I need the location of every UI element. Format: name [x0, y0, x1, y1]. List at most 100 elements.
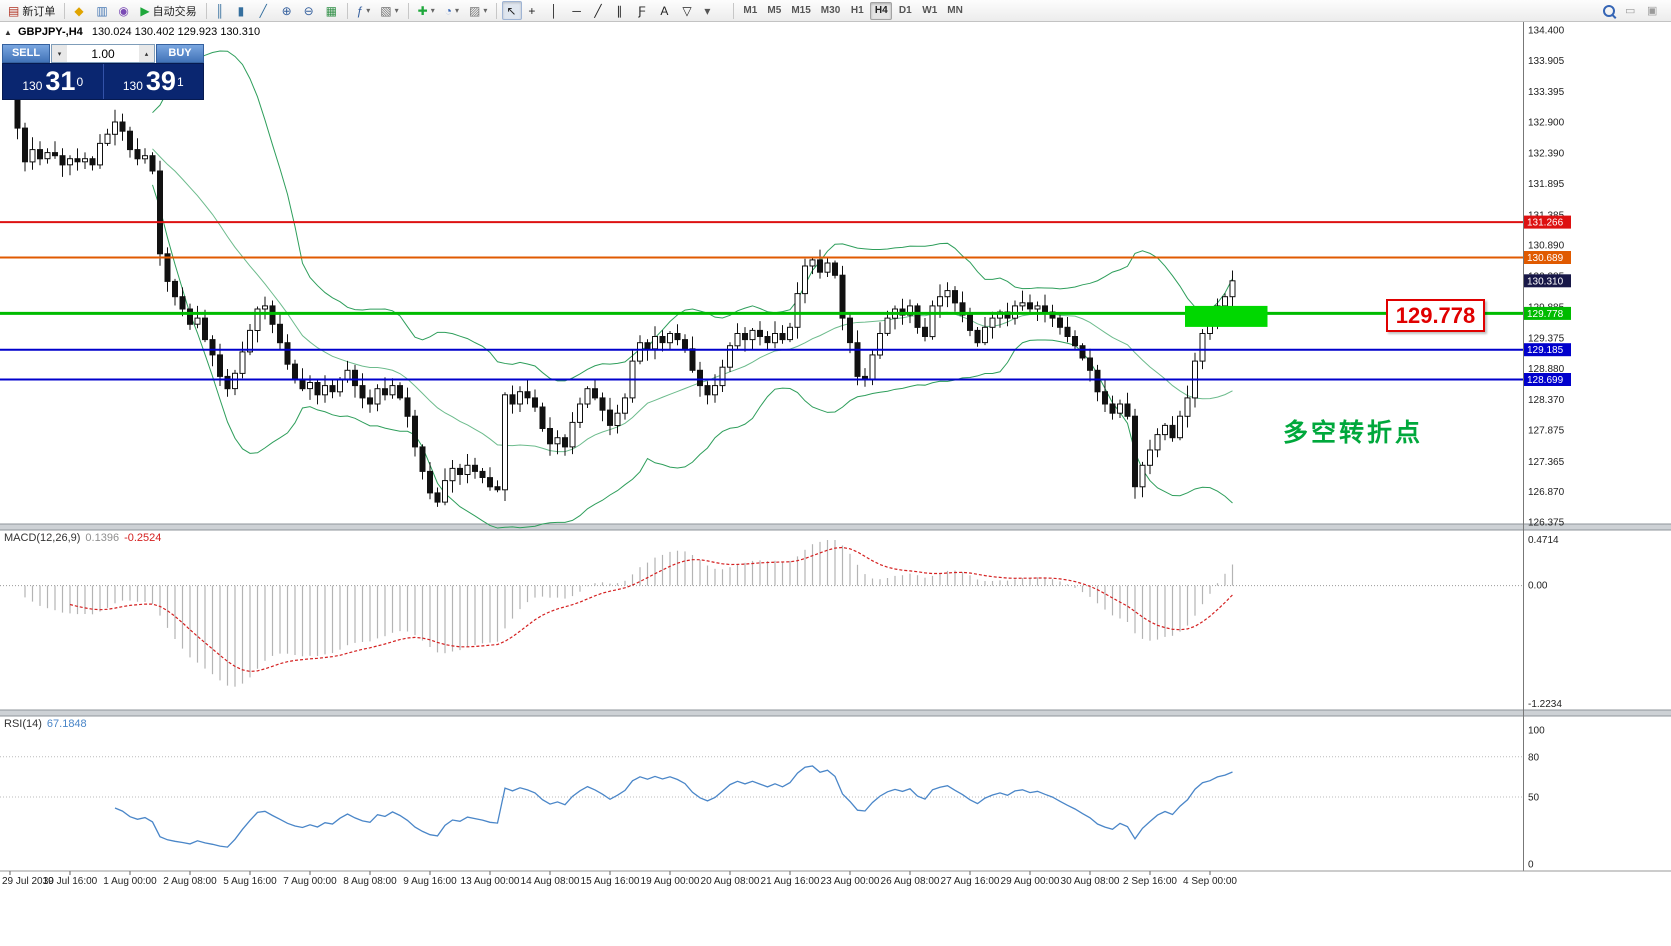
- macd-main-value: 0.1396: [85, 532, 120, 544]
- price-callout-label[interactable]: 129.778: [1386, 299, 1485, 332]
- autotrading-button[interactable]: ▶ 自动交易: [136, 1, 200, 20]
- zoom-in-button[interactable]: ⊕: [278, 1, 298, 20]
- timeframe-m30-button[interactable]: M30: [817, 2, 844, 20]
- turning-point-note[interactable]: 多空转折点: [1283, 419, 1424, 447]
- buy-button[interactable]: BUY: [156, 44, 204, 63]
- buy-price-display[interactable]: 130 39 1: [104, 64, 204, 99]
- new-order-button-label: 新订单: [22, 5, 56, 18]
- search-button[interactable]: [1599, 1, 1619, 20]
- sell-button[interactable]: SELL: [2, 44, 50, 63]
- dropdown-arrow-icon: ▾: [483, 6, 488, 15]
- volume-input[interactable]: [67, 45, 139, 62]
- text-icon: A: [660, 3, 669, 18]
- toolbar-separator: [407, 2, 409, 19]
- community-button[interactable]: ◉: [114, 1, 134, 20]
- sell-price-display[interactable]: 130 31 0: [3, 64, 103, 99]
- horizontal-line-button[interactable]: ─: [568, 1, 588, 20]
- svg-text:30 Jul 16:00: 30 Jul 16:00: [43, 876, 98, 887]
- arrows-button[interactable]: ▽: [678, 1, 698, 20]
- channel-button[interactable]: ∥: [612, 1, 632, 20]
- volume-decrease-button[interactable]: ▾: [52, 45, 67, 62]
- macd-indicator-label: MACD(12,26,9) 0.1396 -0.2524: [4, 532, 161, 544]
- chart-window-icon: ▥: [96, 3, 108, 18]
- vertical-line-button[interactable]: │: [546, 1, 566, 20]
- zoom-out-button[interactable]: ⊖: [300, 1, 320, 20]
- add-indicator-button[interactable]: ✚ ▾: [414, 1, 439, 20]
- one-click-collapse-icon[interactable]: ▲: [4, 28, 12, 37]
- svg-text:131.266: 131.266: [1527, 218, 1564, 229]
- macd-pane: 0.4714 0.00 -1.2234: [0, 535, 1562, 710]
- rsi-indicator-label: RSI(14) 67.1848: [4, 718, 87, 730]
- indicator-list-button[interactable]: ƒ ▾: [353, 1, 375, 20]
- candlestick-chart-button[interactable]: ▮: [234, 1, 254, 20]
- arrows-icon: ▽: [682, 3, 692, 18]
- svg-text:80: 80: [1528, 752, 1540, 763]
- shapes-dropdown-icon: ▾: [704, 3, 711, 18]
- timeframe-h1-button[interactable]: H1: [846, 2, 868, 20]
- svg-text:127.365: 127.365: [1528, 457, 1565, 468]
- svg-text:8 Aug 08:00: 8 Aug 08:00: [343, 876, 397, 887]
- tile-windows-button[interactable]: ▦: [322, 1, 342, 20]
- timeframe-d1-button[interactable]: D1: [894, 2, 916, 20]
- crosshair-button[interactable]: +: [524, 1, 544, 20]
- objects-list-button[interactable]: ▧ ▾: [376, 1, 402, 20]
- cursor-button[interactable]: ↖: [502, 1, 523, 20]
- timeframe-m1-button[interactable]: M1: [739, 2, 761, 20]
- new-order-button[interactable]: ▤ 新订单: [4, 1, 59, 20]
- window-minimize-icon: ▭: [1625, 5, 1636, 17]
- price-axis: 134.400 133.905 133.395 132.900 132.390 131.8…: [1523, 22, 1571, 871]
- svg-text:2 Sep 16:00: 2 Sep 16:00: [1123, 876, 1177, 887]
- svg-text:20 Aug 08:00: 20 Aug 08:00: [701, 876, 760, 887]
- svg-text:14 Aug 08:00: 14 Aug 08:00: [521, 876, 580, 887]
- bar-chart-button[interactable]: ║: [212, 1, 232, 20]
- dropdown-arrow-icon: ▾: [394, 6, 399, 15]
- svg-text:126.375: 126.375: [1528, 518, 1565, 529]
- svg-text:128.880: 128.880: [1528, 364, 1565, 375]
- rsi-value: 67.1848: [46, 718, 87, 730]
- macd-name: MACD(12,26,9): [4, 532, 81, 544]
- timeframe-m15-button[interactable]: M15: [787, 2, 814, 20]
- buy-price-pip: 1: [176, 74, 184, 89]
- toolbar-separator: [733, 2, 735, 19]
- fibonacci-button[interactable]: Ƒ: [634, 1, 654, 20]
- svg-text:19 Aug 00:00: 19 Aug 00:00: [641, 876, 700, 887]
- mql5-market-button[interactable]: ◆: [70, 1, 90, 20]
- dropdown-arrow-icon: ▾: [366, 6, 371, 15]
- text-button[interactable]: A: [656, 1, 676, 20]
- chart-window-button[interactable]: ▥: [92, 1, 112, 20]
- horizontal-level-lines[interactable]: [0, 221, 1523, 381]
- timeframe-w1-button[interactable]: W1: [918, 2, 941, 20]
- svg-text:50: 50: [1528, 793, 1540, 804]
- svg-text:132.900: 132.900: [1528, 118, 1565, 129]
- objects-list-icon: ▧: [380, 3, 392, 18]
- template-button[interactable]: ▨ ▾: [465, 1, 491, 20]
- timeframe-mn-button[interactable]: MN: [943, 2, 967, 20]
- candlestick-chart-icon: ▮: [237, 3, 245, 18]
- period-selector-button[interactable]: ◔ ▾: [441, 1, 463, 20]
- channel-icon: ∥: [616, 3, 623, 18]
- line-chart-button[interactable]: ╱: [256, 1, 276, 20]
- dropdown-arrow-icon: ▾: [430, 6, 435, 15]
- toolbar-right-buttons: ▭ ▣: [1598, 0, 1664, 22]
- svg-text:130.689: 130.689: [1527, 253, 1564, 264]
- add-indicator-icon: ✚: [417, 3, 428, 18]
- zoom-in-icon: ⊕: [281, 3, 292, 18]
- svg-text:128.370: 128.370: [1528, 395, 1565, 406]
- highlight-box[interactable]: [1185, 305, 1268, 327]
- volume-increase-button[interactable]: ▴: [139, 45, 154, 62]
- sell-price-big: 31: [45, 66, 76, 96]
- timeframe-h4-button[interactable]: H4: [870, 1, 893, 20]
- svg-text:9 Aug 16:00: 9 Aug 16:00: [403, 876, 457, 887]
- toolbar-separator: [64, 2, 66, 19]
- window-minimize-button[interactable]: ▭: [1621, 1, 1641, 20]
- timeframe-m5-button[interactable]: M5: [763, 2, 785, 20]
- window-restore-button[interactable]: ▣: [1643, 1, 1663, 20]
- period-selector-icon: ◔: [444, 3, 452, 18]
- rsi-line: [114, 765, 1233, 848]
- svg-text:132.390: 132.390: [1528, 149, 1565, 160]
- shapes-dropdown-button[interactable]: ▾: [700, 1, 720, 20]
- svg-text:30 Aug 08:00: 30 Aug 08:00: [1061, 876, 1120, 887]
- trendline-button[interactable]: ╱: [590, 1, 610, 20]
